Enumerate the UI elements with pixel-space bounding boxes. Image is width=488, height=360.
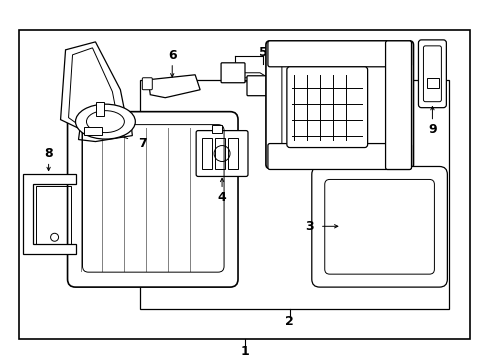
- FancyBboxPatch shape: [265, 41, 413, 168]
- Bar: [36, 186, 70, 244]
- Text: 5: 5: [258, 46, 267, 59]
- FancyBboxPatch shape: [418, 40, 446, 108]
- FancyBboxPatch shape: [221, 63, 244, 83]
- FancyBboxPatch shape: [67, 112, 238, 287]
- Bar: [19, 30, 469, 339]
- Polygon shape: [22, 175, 75, 254]
- FancyBboxPatch shape: [286, 67, 367, 148]
- Text: 8: 8: [44, 147, 53, 160]
- Bar: [140, 80, 448, 309]
- Polygon shape: [79, 118, 132, 141]
- FancyBboxPatch shape: [267, 41, 410, 67]
- Text: 4: 4: [217, 191, 226, 204]
- Bar: [95, 114, 105, 123]
- Ellipse shape: [75, 104, 135, 139]
- Bar: [215, 138, 224, 170]
- FancyBboxPatch shape: [142, 78, 152, 90]
- Text: 2: 2: [285, 315, 294, 328]
- Polygon shape: [148, 75, 200, 98]
- Text: 7: 7: [138, 137, 146, 150]
- Bar: [96, 102, 104, 116]
- Text: 3: 3: [305, 220, 313, 233]
- FancyBboxPatch shape: [267, 144, 410, 170]
- Bar: [84, 127, 102, 135]
- Bar: [202, 138, 212, 170]
- Bar: [427, 78, 439, 88]
- FancyBboxPatch shape: [196, 131, 247, 176]
- Bar: [294, 55, 384, 154]
- Bar: [227, 138, 238, 170]
- Text: 9: 9: [427, 123, 436, 136]
- Text: 1: 1: [240, 345, 249, 359]
- Bar: [212, 125, 222, 132]
- Text: 6: 6: [167, 49, 176, 62]
- FancyBboxPatch shape: [385, 41, 410, 170]
- FancyBboxPatch shape: [246, 76, 270, 96]
- Polygon shape: [61, 42, 125, 132]
- FancyBboxPatch shape: [311, 166, 447, 287]
